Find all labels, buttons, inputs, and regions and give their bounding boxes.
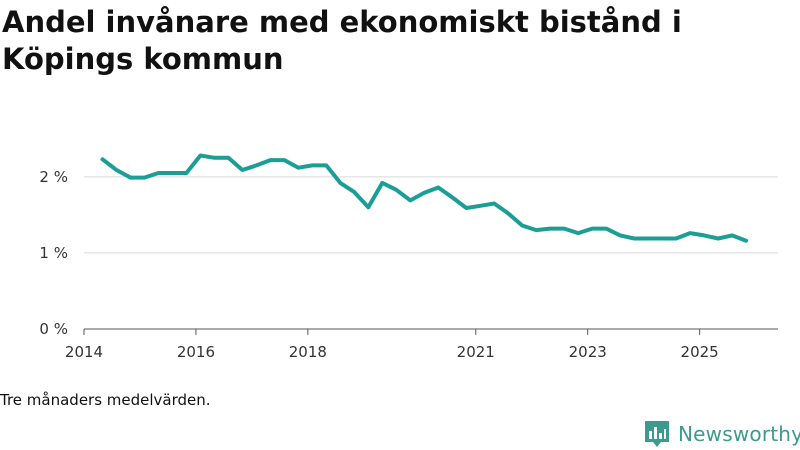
data-point xyxy=(744,239,748,243)
data-point xyxy=(702,233,706,237)
data-point xyxy=(142,176,146,180)
data-point xyxy=(184,171,188,175)
data-point xyxy=(338,181,342,185)
data-point xyxy=(128,176,133,180)
y-tick-label: 2 % xyxy=(39,168,68,186)
x-tick-label: 2023 xyxy=(569,343,607,361)
newsworthy-logo[interactable]: Newsworthy xyxy=(644,418,800,450)
data-point xyxy=(296,166,300,170)
data-point xyxy=(520,223,524,228)
x-tick-label: 2021 xyxy=(457,343,495,361)
data-point xyxy=(492,201,496,206)
data-point xyxy=(464,206,468,210)
chart-title: Andel invånare med ekonomiskt bistånd i … xyxy=(2,5,682,76)
data-point xyxy=(660,236,664,241)
data-point xyxy=(114,168,119,172)
data-point xyxy=(730,233,734,237)
data-point xyxy=(226,156,230,160)
data-points xyxy=(100,153,748,243)
newsworthy-chart-icon xyxy=(645,421,669,447)
data-point xyxy=(380,181,384,185)
data-point xyxy=(394,188,398,192)
data-point xyxy=(198,153,202,158)
x-tick-label: 2014 xyxy=(65,343,103,361)
series-line xyxy=(100,153,749,243)
data-point xyxy=(436,185,440,190)
data-point xyxy=(646,236,650,241)
data-point xyxy=(534,228,538,232)
data-point xyxy=(366,205,370,209)
y-tick-label: 0 % xyxy=(39,320,68,338)
footnote: Tre månaders medelvärden. xyxy=(0,391,211,409)
data-point xyxy=(716,236,720,241)
y-tick-label: 1 % xyxy=(39,244,68,262)
x-tick-label: 2025 xyxy=(681,343,719,361)
data-point xyxy=(282,158,286,162)
data-point xyxy=(674,236,678,241)
data-point xyxy=(170,171,174,175)
data-point xyxy=(576,231,580,235)
data-point xyxy=(240,168,244,172)
data-point xyxy=(450,195,454,199)
data-point xyxy=(100,157,105,161)
data-point xyxy=(548,227,552,231)
data-point xyxy=(506,211,510,215)
x-tick-label: 2016 xyxy=(177,343,215,361)
data-point xyxy=(408,198,412,202)
x-tick-label: 2018 xyxy=(289,343,327,361)
data-point xyxy=(632,236,636,241)
data-point xyxy=(352,190,356,194)
data-point xyxy=(310,163,314,167)
data-point xyxy=(618,233,622,237)
line-chart: 0 % 1 % 2 % 2014 2016 2018 2021 2023 2025 xyxy=(39,153,778,361)
data-point xyxy=(156,171,160,175)
data-point xyxy=(590,227,594,231)
data-point xyxy=(324,163,328,167)
data-point xyxy=(268,158,272,162)
data-point xyxy=(562,227,566,231)
data-point xyxy=(422,191,426,195)
brand-name: Newsworthy xyxy=(678,422,800,446)
gridlines xyxy=(84,176,778,254)
data-point xyxy=(688,231,692,235)
data-point xyxy=(254,163,258,167)
data-point xyxy=(604,227,608,231)
x-axis-ticks: 2014 2016 2018 2021 2023 2025 xyxy=(65,329,719,361)
data-point xyxy=(212,156,216,160)
y-axis-ticks: 0 % 1 % 2 % xyxy=(39,168,68,338)
data-point xyxy=(478,204,482,208)
